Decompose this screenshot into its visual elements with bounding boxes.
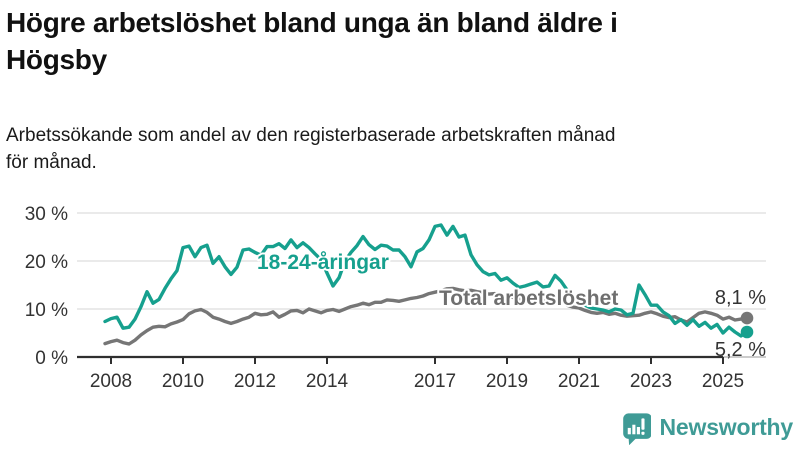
- series-label-total: Total arbetslöshet: [439, 287, 618, 310]
- x-tick-label: 2008: [90, 371, 132, 392]
- end-value-label-total: 8,1 %: [715, 287, 766, 309]
- x-tick-label: 2012: [234, 371, 276, 392]
- gridlines: [77, 212, 766, 310]
- x-tick-label: 2021: [558, 371, 600, 392]
- series-label-youth: 18-24-åringar: [257, 251, 389, 274]
- series-line-18-24-åringar: [103, 223, 749, 338]
- series-end-dot: [740, 325, 754, 339]
- x-tick-label: 2014: [306, 371, 349, 392]
- series-end-dot: [740, 311, 754, 325]
- chart-subtitle: Arbetssökande som andel av den registerb…: [6, 122, 794, 176]
- subtitle-line-1: Arbetssökande som andel av den registerb…: [6, 125, 616, 146]
- title-line-1: Högre arbetslöshet bland unga än bland ä…: [6, 7, 618, 38]
- subtitle-line-2: för månad.: [6, 152, 97, 173]
- series-lines: [103, 223, 754, 346]
- x-tick-label: 2010: [162, 371, 204, 392]
- title-line-2: Högsby: [6, 44, 107, 75]
- y-axis-labels: 0 % 10 % 20 % 30 %: [25, 204, 68, 369]
- end-value-label-youth: 5,2 %: [715, 339, 766, 361]
- y-tick-label: 10 %: [25, 300, 68, 321]
- y-tick-label: 20 %: [25, 252, 68, 273]
- newsworthy-logo-icon: [622, 413, 651, 445]
- brand-footer: Newsworthy: [620, 409, 793, 445]
- logo-bars: [627, 418, 645, 435]
- series-line-total-arbetslöshet: [103, 286, 749, 346]
- x-tick-label: 2017: [414, 371, 456, 392]
- chart-title: Högre arbetslöshet bland unga än bland ä…: [6, 4, 794, 78]
- y-tick-label: 30 %: [25, 204, 68, 225]
- x-tick-label: 2023: [630, 371, 672, 392]
- x-tick-label: 2019: [486, 371, 528, 392]
- brand-name: Newsworthy: [659, 413, 794, 440]
- x-axis: 2008 2010 2012 2014 2017 2019 2021 2023 2025: [77, 355, 766, 392]
- y-tick-label: 0 %: [35, 348, 68, 369]
- x-tick-label: 2025: [702, 371, 744, 392]
- chart-header: Högre arbetslöshet bland unga än bland ä…: [6, 4, 794, 173]
